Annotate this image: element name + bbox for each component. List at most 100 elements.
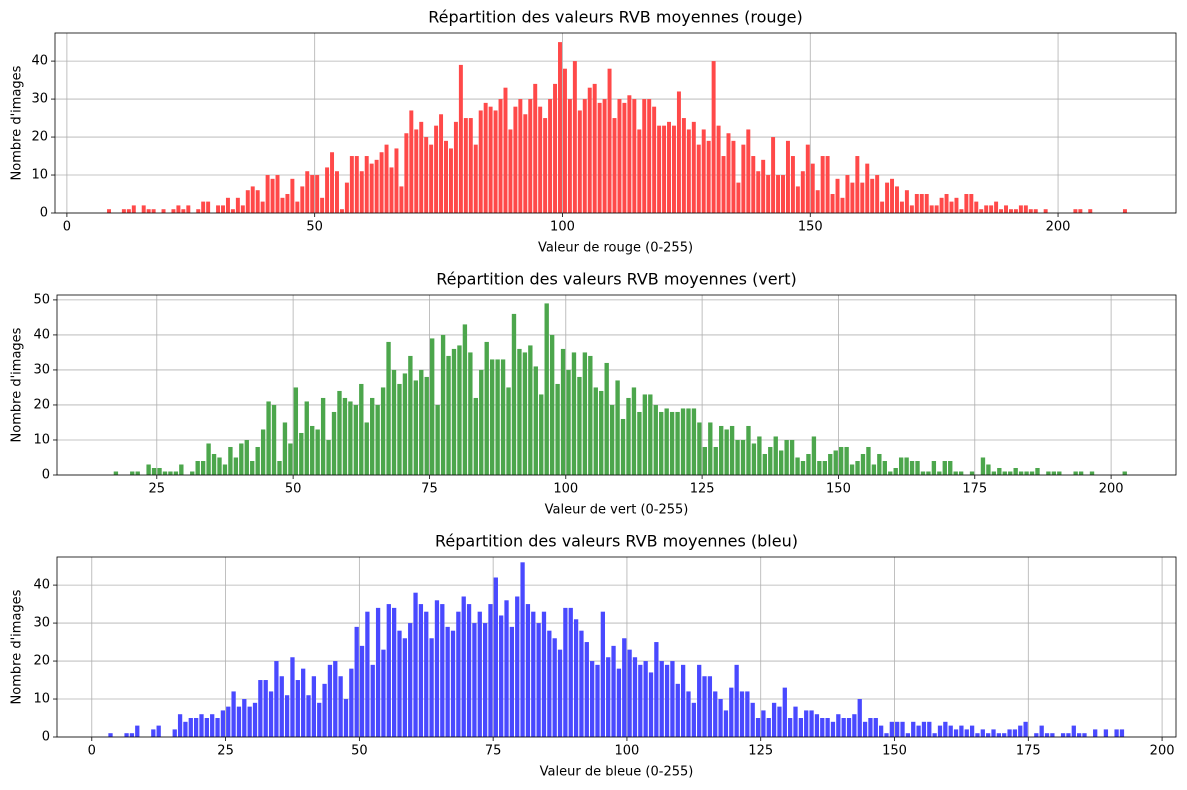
bar [622, 102, 627, 213]
bar [162, 471, 168, 475]
bar [335, 171, 339, 213]
bar [584, 642, 589, 737]
bar [729, 425, 735, 475]
bar [866, 446, 871, 475]
bar [484, 341, 489, 475]
bar [384, 144, 389, 213]
bar [991, 729, 996, 737]
bar [568, 607, 573, 737]
bar [124, 733, 129, 737]
bar [413, 592, 418, 737]
bar [543, 118, 548, 213]
bar [920, 471, 926, 475]
bar [626, 397, 631, 475]
bar [604, 362, 609, 475]
bar [204, 718, 209, 737]
bar [131, 205, 136, 213]
bar [606, 657, 611, 737]
bar [325, 167, 330, 213]
bar [980, 457, 986, 475]
bar [429, 144, 434, 213]
bar [909, 460, 915, 475]
bar [890, 178, 895, 213]
bar [315, 175, 320, 213]
bar [999, 209, 1004, 213]
bar [509, 626, 515, 737]
bar [620, 418, 626, 475]
bar [549, 334, 555, 475]
bar [171, 209, 176, 213]
bar [734, 664, 739, 737]
bar [735, 439, 740, 475]
bar [609, 404, 615, 475]
bar [424, 137, 429, 213]
axes-frame [56, 294, 1177, 476]
bar [718, 699, 723, 737]
bar [944, 194, 949, 213]
bar [495, 359, 500, 475]
bar [612, 118, 617, 213]
bar [617, 99, 622, 213]
bar [664, 408, 669, 475]
bar [949, 201, 954, 213]
bar [183, 721, 188, 737]
bar [364, 156, 369, 213]
bar [815, 190, 820, 213]
bar [1088, 209, 1093, 213]
bar [285, 194, 290, 213]
bar [544, 303, 549, 475]
bar [707, 676, 713, 737]
bar [430, 338, 435, 475]
bar [326, 439, 331, 475]
bar [602, 99, 607, 213]
bar [1073, 209, 1078, 213]
bar [113, 471, 119, 475]
bar [855, 460, 860, 475]
bar [800, 460, 806, 475]
bar [344, 182, 349, 213]
bar [215, 718, 220, 737]
bar [1008, 471, 1013, 475]
y-tick-label: 30 [33, 362, 50, 377]
bar [380, 387, 386, 475]
chart-title: Répartition des valeurs RVB moyennes (ro… [428, 8, 802, 27]
bar [805, 144, 810, 213]
bar [515, 596, 520, 737]
x-tick-label: 100 [553, 482, 578, 497]
bar [828, 453, 833, 475]
bar [1051, 471, 1057, 475]
bar [726, 133, 731, 213]
x-tick-label: 50 [285, 482, 302, 497]
bar [258, 680, 263, 737]
bar [338, 676, 343, 737]
bar [482, 623, 488, 737]
bar [979, 209, 984, 213]
bar [499, 615, 504, 737]
bar [921, 721, 927, 737]
bar [697, 664, 702, 737]
bar [716, 125, 721, 213]
bar [642, 394, 648, 475]
bar [161, 209, 166, 213]
bar [477, 611, 482, 737]
bar [927, 721, 932, 737]
bar [850, 182, 855, 213]
bar [301, 668, 306, 737]
bar [773, 436, 778, 475]
bar [766, 718, 771, 737]
bar [1078, 471, 1084, 475]
bar [750, 702, 755, 737]
bar [236, 706, 242, 737]
bar [379, 152, 384, 213]
bar [365, 611, 370, 737]
bar [488, 106, 493, 213]
x-tick-label: 75 [485, 744, 502, 759]
bar [306, 695, 311, 737]
bar [804, 710, 809, 737]
bar [320, 397, 326, 475]
bar [875, 175, 880, 213]
x-tick-label: 125 [690, 482, 715, 497]
x-tick-label: 150 [826, 482, 851, 497]
bar [785, 140, 790, 213]
bar [916, 725, 921, 737]
